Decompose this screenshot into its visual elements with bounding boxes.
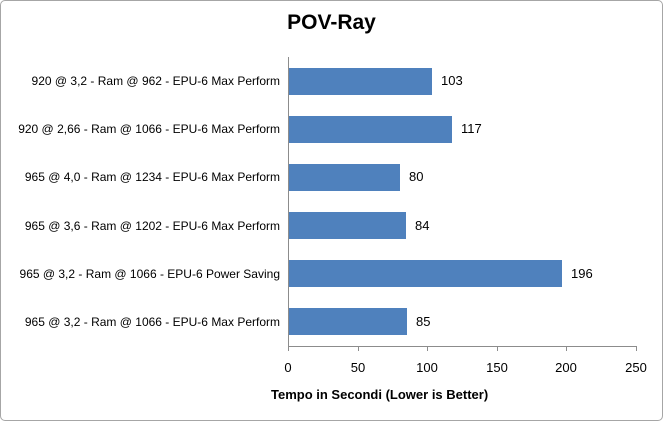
data-label-5: 85 [416, 314, 431, 329]
x-tick-label-0: 0 [284, 360, 292, 375]
category-label-1: 920 @ 2,66 - Ram @ 1066 - EPU-6 Max Perf… [18, 122, 280, 136]
x-tick-mark-0 [288, 347, 289, 351]
x-tick-mark-5 [636, 347, 637, 351]
data-label-4: 196 [571, 266, 593, 281]
x-tick-mark-4 [566, 347, 567, 351]
x-tick-label-3: 150 [486, 360, 508, 375]
plot-area: 103 117 80 84 196 85 [288, 57, 637, 347]
x-tick-label-2: 100 [416, 360, 438, 375]
category-label-5: 965 @ 3,2 - Ram @ 1066 - EPU-6 Max Perfo… [24, 315, 280, 329]
x-tick-label-1: 50 [350, 360, 366, 375]
bar-5 [289, 308, 407, 335]
x-tick-label-4: 200 [555, 360, 577, 375]
chart-title: POV-Ray [287, 11, 376, 34]
bar-1 [289, 116, 452, 143]
data-label-1: 117 [461, 121, 482, 136]
x-tick-mark-3 [497, 347, 498, 351]
category-label-0: 920 @ 3,2 - Ram @ 962 - EPU-6 Max Perfor… [31, 74, 280, 88]
x-tick-mark-2 [427, 347, 428, 351]
x-tick-mark-1 [358, 347, 359, 351]
category-label-2: 965 @ 4,0 - Ram @ 1234 - EPU-6 Max Perfo… [24, 170, 280, 184]
bar-2 [289, 164, 400, 191]
data-label-3: 84 [415, 218, 430, 233]
x-axis-title: Tempo in Secondi (Lower is Better) [271, 387, 489, 402]
bar-3 [289, 212, 406, 239]
data-label-2: 80 [409, 169, 424, 184]
bar-0 [289, 68, 432, 95]
x-tick-label-5: 250 [625, 360, 647, 375]
bar-4 [289, 260, 562, 287]
category-label-3: 965 @ 3,6 - Ram @ 1202 - EPU-6 Max Perfo… [24, 219, 280, 233]
data-label-0: 103 [441, 73, 463, 88]
category-label-4: 965 @ 3,2 - Ram @ 1066 - EPU-6 Power Sav… [19, 267, 280, 281]
